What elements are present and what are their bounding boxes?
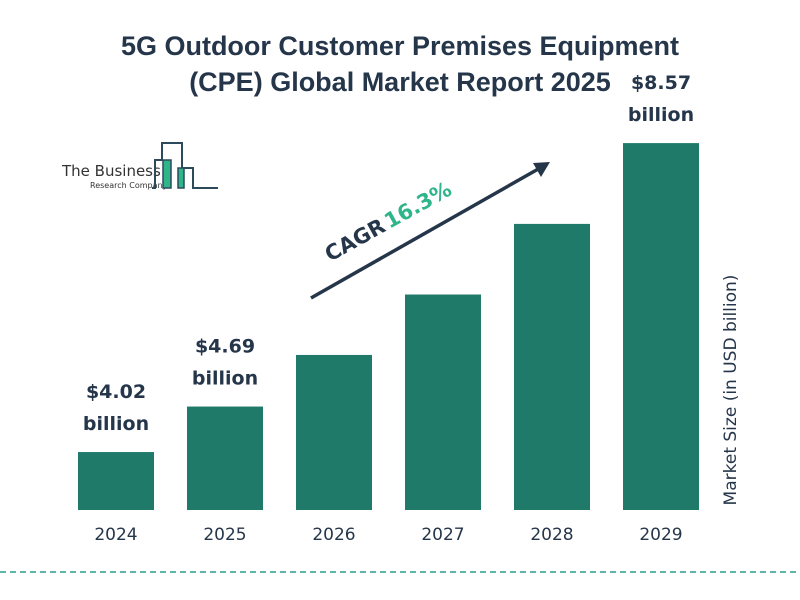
chart-title-line-2: (CPE) Global Market Report 2025	[189, 67, 611, 97]
bar-2025	[187, 406, 263, 510]
data-label-value: $4.02	[86, 381, 146, 403]
bar-2026	[296, 354, 372, 510]
cagr-arrow-head	[533, 162, 550, 177]
data-label-unit: billion	[628, 104, 694, 126]
x-tick-label: 2027	[421, 525, 464, 545]
company-logo: The Business Research Company	[61, 142, 218, 190]
bar-2029	[623, 143, 699, 511]
bar-2028	[514, 223, 590, 510]
x-tick-label: 2024	[94, 525, 137, 545]
data-label-unit: billion	[192, 368, 258, 390]
data-label-value: $4.69	[195, 336, 255, 358]
bar-2027	[405, 294, 481, 510]
data-label-value: $8.57	[631, 72, 691, 94]
x-tick-label: 2029	[639, 525, 682, 545]
x-tick-label: 2026	[312, 525, 355, 545]
chart-title-line-1: 5G Outdoor Customer Premises Equipment	[120, 31, 680, 61]
y-axis-label: Market Size (in USD billion)	[721, 275, 741, 506]
cagr-arrow-line	[310, 166, 541, 300]
logo-line-2: Research Company	[90, 181, 168, 190]
logo-line-1: The Business	[61, 162, 161, 180]
cagr-value: 16.3%	[380, 177, 455, 233]
x-tick-label: 2025	[203, 525, 246, 545]
data-label-unit: billion	[83, 413, 149, 435]
x-tick-label: 2028	[530, 525, 573, 545]
bar-2024	[78, 452, 154, 510]
